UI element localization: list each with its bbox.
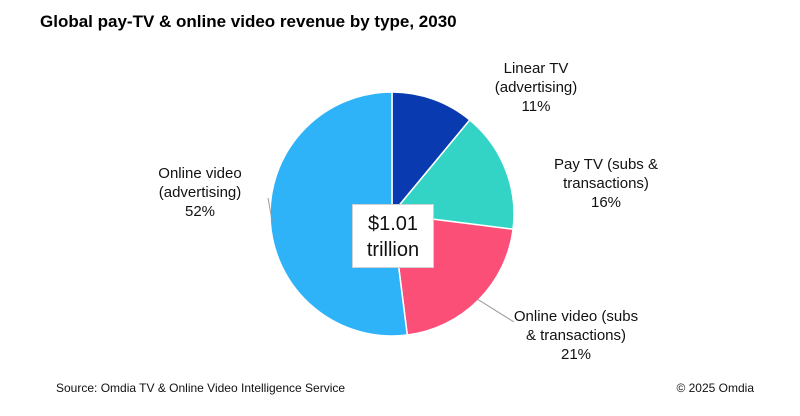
slice-label-line: & transactions) bbox=[525, 327, 627, 344]
pie-slice-linear-tv-advertising bbox=[391, 91, 471, 217]
slice-label-linear-tv-advertising: Linear TV (advertising) 11% bbox=[476, 59, 596, 116]
leader-lines bbox=[267, 197, 515, 323]
slice-label-line: Linear TV bbox=[503, 60, 569, 77]
slice-label-line: transactions) bbox=[563, 175, 649, 192]
chart-title: Global pay-TV & online video revenue by … bbox=[40, 12, 457, 31]
total-revenue-amount: $1.01 bbox=[367, 213, 419, 235]
leader-line bbox=[476, 298, 515, 323]
slice-label-line: (advertising) bbox=[158, 184, 242, 201]
slice-label-pay-tv-subs-transactions: Pay TV (subs & transactions) 16% bbox=[536, 155, 676, 212]
copyright-note: © 2025 Omdia bbox=[676, 381, 754, 395]
total-revenue-box: $1.01 trillion bbox=[352, 204, 434, 268]
slice-label-online-video-subs-transactions: Online video (subs & transactions) 21% bbox=[502, 307, 650, 364]
leader-line bbox=[267, 197, 273, 222]
slice-label-line: Pay TV (subs & bbox=[554, 156, 658, 173]
slice-value-label: 52% bbox=[184, 203, 216, 220]
total-revenue-unit: trillion bbox=[366, 239, 420, 261]
slice-value-label: 21% bbox=[560, 346, 592, 363]
slice-value-label: 16% bbox=[590, 194, 622, 211]
slice-label-line: (advertising) bbox=[494, 79, 578, 96]
slice-label-line: Online video (subs bbox=[513, 308, 639, 325]
pie-slice-online-video-advertising bbox=[269, 91, 409, 337]
slice-value-label: 11% bbox=[521, 98, 551, 115]
source-note: Source: Omdia TV & Online Video Intellig… bbox=[56, 381, 346, 395]
pie-slice-pay-tv-subs-transactions bbox=[390, 118, 515, 231]
slice-label-line: Online video bbox=[158, 165, 242, 182]
pie-slices bbox=[269, 91, 515, 337]
slice-label-online-video-advertising: Online video (advertising) 52% bbox=[140, 164, 260, 221]
